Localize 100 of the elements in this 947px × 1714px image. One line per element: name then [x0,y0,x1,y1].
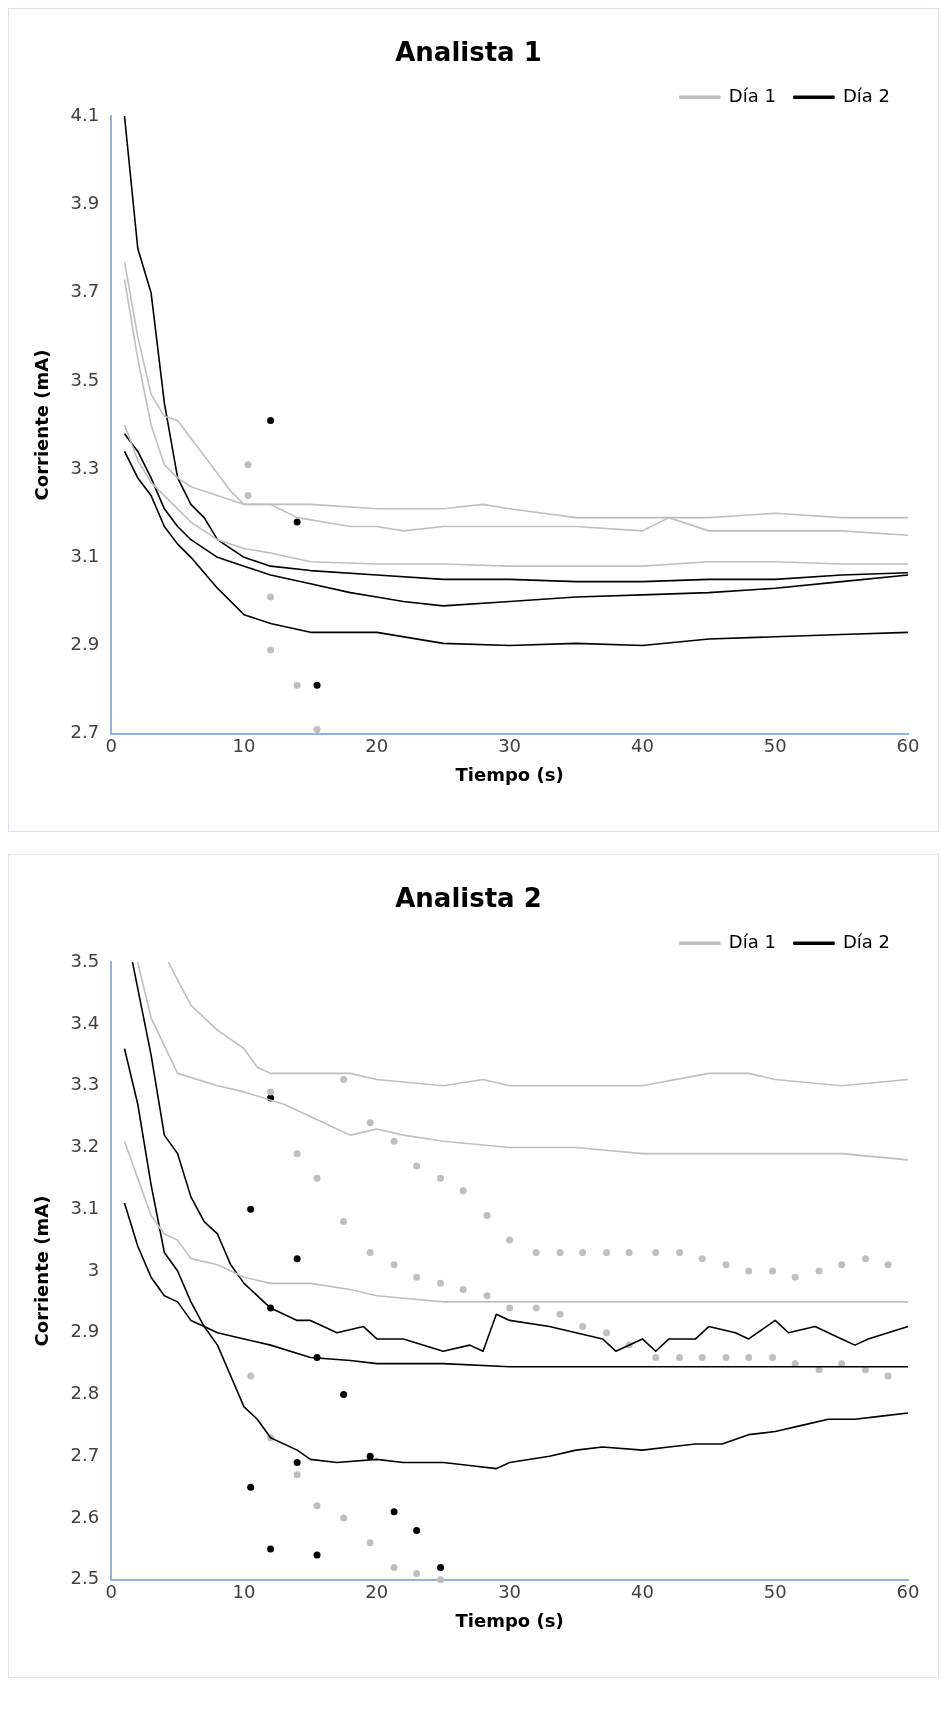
point [366,1452,374,1460]
x-tick-label: 40 [630,1581,654,1603]
point [483,1292,491,1300]
point [506,1304,514,1312]
x-tick-label: 50 [763,735,787,757]
y-tick-label: 3.7 [70,280,100,302]
legend-label: Día 2 [842,84,891,106]
point [313,1174,321,1182]
point [815,1267,823,1275]
point [459,1187,467,1195]
y-axis-title: Corriente (mA) [31,1195,53,1347]
y-tick-label: 3.2 [70,1135,100,1157]
point [413,1570,421,1578]
point [791,1273,799,1281]
point [413,1273,421,1281]
y-tick-label: 3.5 [70,368,100,390]
point [244,492,252,500]
y-tick-label: 3.1 [70,545,100,567]
point [676,1353,684,1361]
x-tick-label: 30 [498,735,522,757]
point [579,1248,587,1256]
point [745,1353,753,1361]
y-tick-label: 3.4 [70,1011,100,1033]
point [293,1458,301,1466]
point [437,1279,445,1287]
point [437,1576,445,1584]
y-tick-label: 2.8 [70,1382,100,1404]
point [884,1372,892,1380]
point [745,1267,753,1275]
point [366,1248,374,1256]
point [556,1248,564,1256]
point [698,1353,706,1361]
point [506,1236,514,1244]
point [267,646,275,654]
point [532,1248,540,1256]
point [267,1088,275,1096]
point [390,1563,398,1571]
point [366,1539,374,1547]
point [652,1248,660,1256]
x-tick-label: 60 [896,735,920,757]
point [483,1211,491,1219]
x-tick-label: 20 [365,1581,389,1603]
point [313,725,321,733]
point [722,1261,730,1269]
point [625,1248,633,1256]
y-tick-label: 2.9 [70,633,100,655]
y-tick-label: 3.1 [70,1196,100,1218]
legend-label: Día 2 [842,930,891,952]
point [579,1323,587,1331]
y-tick-label: 2.5 [70,1567,100,1589]
point [791,1360,799,1368]
point [884,1261,892,1269]
point [313,1502,321,1510]
y-axis-title: Corriente (mA) [31,349,53,501]
point [340,1391,348,1399]
point [862,1255,870,1263]
x-tick-label: 60 [896,1581,920,1603]
point [267,1545,275,1553]
point [437,1174,445,1182]
x-tick-label: 50 [763,1581,787,1603]
point [603,1248,611,1256]
x-tick-label: 40 [630,735,654,757]
x-tick-label: 30 [498,1581,522,1603]
point [722,1353,730,1361]
chart-title: Analista 2 [395,883,542,914]
point [340,1076,348,1084]
point [340,1218,348,1226]
point [366,1119,374,1127]
point [267,593,275,601]
point [652,1353,660,1361]
x-tick-label: 20 [365,735,389,757]
x-tick-label: 0 [105,1581,117,1603]
point [247,1483,255,1491]
point [293,518,301,526]
point [459,1286,467,1294]
point [437,1563,445,1571]
point [247,1372,255,1380]
y-tick-label: 3 [87,1258,100,1280]
point [698,1255,706,1263]
point [244,461,252,469]
x-axis-title: Tiempo (s) [455,1609,564,1631]
point [313,681,321,689]
point [313,1551,321,1559]
point [556,1310,564,1318]
point [390,1261,398,1269]
point [293,1150,301,1158]
x-axis-title: Tiempo (s) [455,763,564,785]
point [293,1471,301,1479]
point [603,1329,611,1337]
y-tick-label: 4.1 [70,103,100,125]
point [293,1255,301,1263]
point [769,1267,777,1275]
chart-title: Analista 1 [395,37,542,68]
point [413,1526,421,1534]
point [267,417,275,425]
point [390,1137,398,1145]
point [247,1205,255,1213]
point [340,1514,348,1522]
x-tick-label: 0 [105,735,117,757]
y-tick-label: 3.3 [70,1073,100,1095]
